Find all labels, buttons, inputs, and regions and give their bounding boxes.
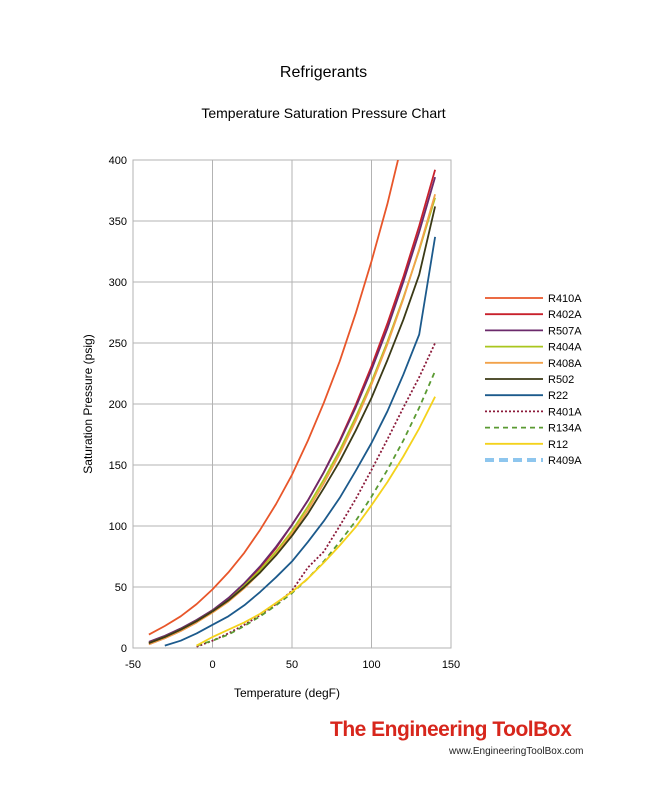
legend-label-r507a: R507A <box>548 325 582 337</box>
x-tick-label: 0 <box>209 659 215 671</box>
y-tick-label: 150 <box>109 460 127 472</box>
y-tick-label: 400 <box>109 155 127 167</box>
series-lines <box>148 160 436 648</box>
legend-label-r402a: R402A <box>548 309 582 321</box>
y-tick-label: 100 <box>109 521 127 533</box>
x-tick-label: 150 <box>442 659 460 671</box>
legend-label-r12: R12 <box>548 439 568 451</box>
legend-label-r401a: R401A <box>548 406 582 418</box>
y-tick-label: 350 <box>109 216 127 228</box>
y-tick-label: 300 <box>109 277 127 289</box>
page-title: Refrigerants <box>279 64 368 81</box>
x-tick-label: 50 <box>286 659 298 671</box>
legend-label-r410a: R410A <box>548 293 582 305</box>
legend-label-r404a: R404A <box>548 342 582 354</box>
legend-label-r408a: R408A <box>548 358 582 370</box>
brand-logo-text: The Engineering ToolBox <box>330 718 572 741</box>
x-tick-label: 100 <box>362 659 380 671</box>
series-line-r408a <box>148 193 436 646</box>
legend-label-r134a: R134A <box>548 423 582 435</box>
y-tick-label: 250 <box>109 338 127 350</box>
x-tick-label: -50 <box>125 659 141 671</box>
y-tick-label: 0 <box>121 643 127 655</box>
brand-url: www.EngineeringToolBox.com <box>449 746 584 757</box>
series-line-r134a <box>196 370 436 647</box>
chart-title: Temperature Saturation Pressure Chart <box>201 105 446 121</box>
series-line-r12 <box>196 396 436 647</box>
series-line-r410a <box>148 160 399 636</box>
legend-label-r502: R502 <box>548 374 574 386</box>
legend-label-r22: R22 <box>548 390 568 402</box>
series-line-r502 <box>148 206 436 644</box>
series-line-r401a <box>196 342 436 648</box>
series-line-r507a <box>148 176 436 643</box>
y-axis-label: Saturation Pressure (psig) <box>81 334 95 473</box>
y-tick-label: 200 <box>109 399 127 411</box>
x-axis-label: Temperature (degF) <box>234 686 340 700</box>
legend: R410A R402A R507A R404A R408A R502 R22 R401A R13… <box>485 293 582 467</box>
y-tick-label: 50 <box>115 582 127 594</box>
series-line-r22 <box>164 236 436 647</box>
legend-label-r409a: R409A <box>548 455 582 467</box>
